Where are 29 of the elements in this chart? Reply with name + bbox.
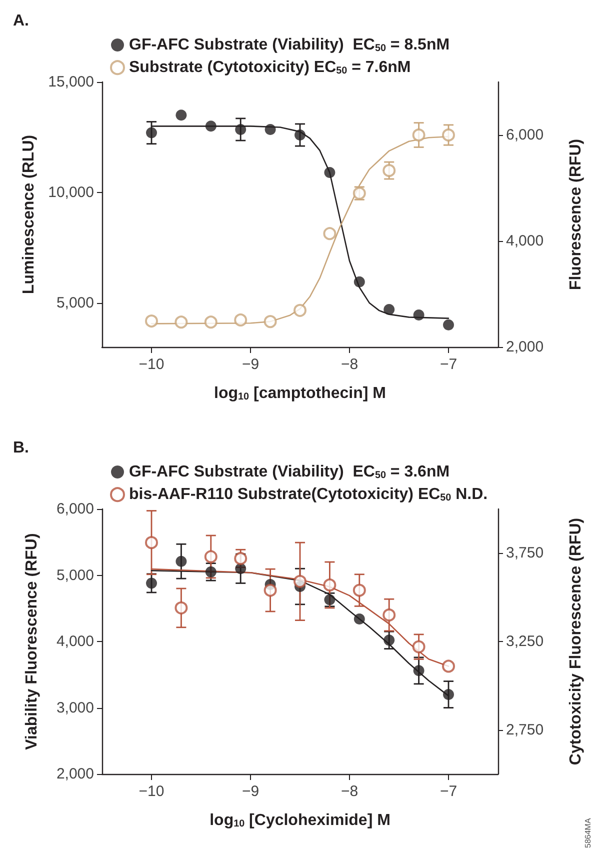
y-tick-label: 3,000 bbox=[56, 699, 94, 716]
y-tick-label: 10,000 bbox=[48, 184, 94, 201]
y-tick-label: 2,000 bbox=[56, 766, 94, 782]
chart-title: B. bbox=[13, 440, 29, 456]
y-axis-title: Luminescence (RLU) bbox=[20, 134, 38, 294]
y2-tick-label: 2,000 bbox=[506, 338, 544, 356]
x-tick-label: −7 bbox=[440, 356, 458, 373]
x-tick-label: −9 bbox=[242, 783, 260, 800]
x-tick-label: −9 bbox=[242, 356, 260, 373]
text: 5864MA bbox=[584, 818, 592, 848]
y-tick-label: 6,000 bbox=[56, 500, 94, 518]
y2-tick-label: 3,250 bbox=[506, 633, 544, 650]
y2-axis-title: Fluorescence (RFU) bbox=[568, 138, 584, 290]
x-tick-label: −10 bbox=[138, 356, 164, 373]
y2-axis-title: Cytotoxicity Fluorescence (RFU) bbox=[568, 518, 584, 766]
y-tick-label: 4,000 bbox=[56, 633, 94, 650]
x-tick-label: −7 bbox=[440, 783, 458, 800]
y2-tick-label: 6,000 bbox=[506, 126, 544, 144]
y2-tick-label: 3,750 bbox=[506, 544, 544, 562]
chart-title: A. bbox=[13, 12, 29, 30]
y-tick-label: 15,000 bbox=[48, 74, 94, 90]
x-tick-label: −8 bbox=[340, 783, 358, 800]
y-tick-label: 5,000 bbox=[56, 294, 94, 312]
x-tick-label: −10 bbox=[138, 783, 164, 800]
y2-tick-label: 2,750 bbox=[506, 721, 544, 738]
y-tick-label: 5,000 bbox=[56, 566, 94, 584]
y-axis-title: Viability Fluorescence (RFU) bbox=[24, 533, 40, 750]
x-tick-label: −8 bbox=[340, 356, 358, 373]
y2-tick-label: 4,000 bbox=[506, 232, 544, 250]
